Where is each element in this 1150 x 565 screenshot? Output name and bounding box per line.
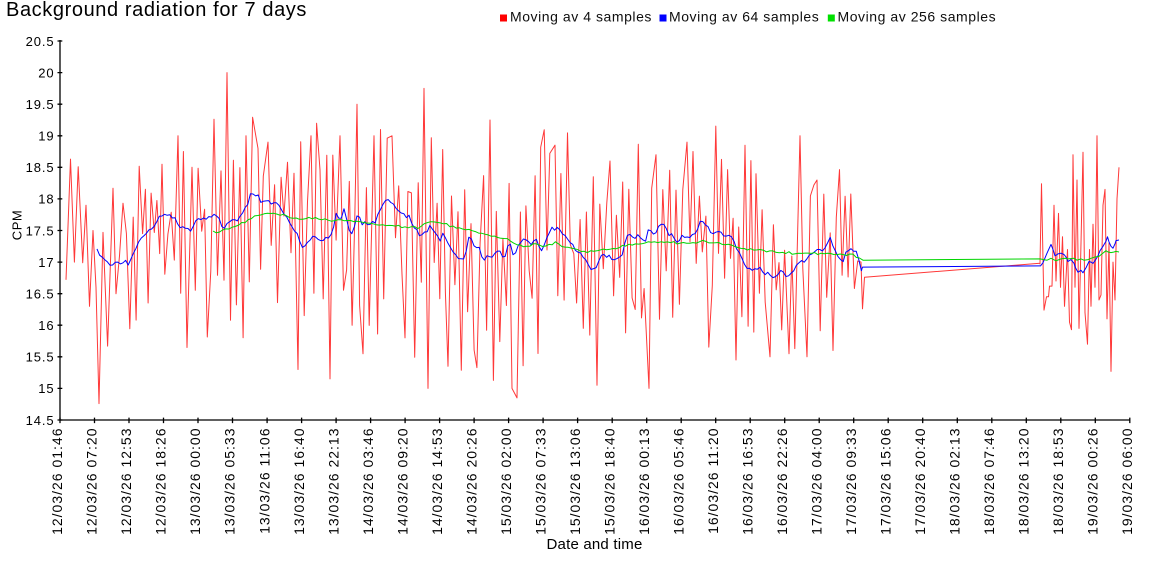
svg-text:17.5: 17.5 <box>26 223 55 238</box>
svg-text:12/03/26 01:46: 12/03/26 01:46 <box>49 428 65 535</box>
svg-text:14.5: 14.5 <box>26 413 55 428</box>
svg-text:15/03/26 18:40: 15/03/26 18:40 <box>601 428 617 535</box>
svg-text:14/03/26 14:53: 14/03/26 14:53 <box>429 428 445 535</box>
svg-text:17/03/26 15:06: 17/03/26 15:06 <box>877 428 893 535</box>
svg-text:16: 16 <box>38 318 54 333</box>
svg-text:13/03/26 22:13: 13/03/26 22:13 <box>325 428 341 535</box>
svg-text:13/03/26 05:33: 13/03/26 05:33 <box>222 428 238 535</box>
svg-text:17/03/26 20:40: 17/03/26 20:40 <box>912 428 928 535</box>
svg-text:CPM: CPM <box>9 210 24 240</box>
svg-text:18/03/26 02:13: 18/03/26 02:13 <box>947 428 963 535</box>
svg-text:16/03/26 00:13: 16/03/26 00:13 <box>636 428 652 535</box>
svg-text:18.5: 18.5 <box>26 160 55 175</box>
svg-text:18: 18 <box>38 192 54 207</box>
svg-text:16/03/26 22:26: 16/03/26 22:26 <box>774 428 790 535</box>
svg-text:17/03/26 04:00: 17/03/26 04:00 <box>808 428 824 535</box>
svg-text:16/03/26 11:20: 16/03/26 11:20 <box>705 428 721 534</box>
svg-text:12/03/26 18:26: 12/03/26 18:26 <box>153 428 169 535</box>
svg-text:14/03/26 20:26: 14/03/26 20:26 <box>463 428 479 535</box>
svg-text:18/03/26 13:20: 18/03/26 13:20 <box>1016 428 1032 535</box>
svg-text:Moving av 64 samples: Moving av 64 samples <box>669 9 819 25</box>
svg-text:16.5: 16.5 <box>26 287 55 302</box>
svg-text:Moving av 256 samples: Moving av 256 samples <box>838 9 997 25</box>
svg-text:12/03/26 07:20: 12/03/26 07:20 <box>84 428 100 535</box>
svg-text:20.5: 20.5 <box>26 34 55 49</box>
svg-text:20: 20 <box>38 65 54 80</box>
svg-text:19: 19 <box>38 129 54 144</box>
svg-text:15/03/26 02:00: 15/03/26 02:00 <box>498 428 514 535</box>
svg-text:13/03/26 11:06: 13/03/26 11:06 <box>256 428 272 534</box>
svg-text:13/03/26 16:40: 13/03/26 16:40 <box>291 428 307 535</box>
svg-text:12/03/26 12:53: 12/03/26 12:53 <box>118 428 134 535</box>
svg-text:15/03/26 07:33: 15/03/26 07:33 <box>532 428 548 535</box>
svg-text:19/03/26 00:26: 19/03/26 00:26 <box>1085 428 1101 535</box>
svg-text:19.5: 19.5 <box>26 97 55 112</box>
svg-text:18/03/26 07:46: 18/03/26 07:46 <box>981 428 997 535</box>
svg-text:17/03/26 09:33: 17/03/26 09:33 <box>843 428 859 535</box>
svg-text:Date and time: Date and time <box>547 536 643 553</box>
svg-text:Moving av 4 samples: Moving av 4 samples <box>510 9 652 25</box>
svg-text:15: 15 <box>38 381 54 396</box>
svg-text:Background radiation for 7 day: Background radiation for 7 days <box>6 0 307 21</box>
svg-text:15.5: 15.5 <box>26 350 55 365</box>
svg-text:13/03/26 00:00: 13/03/26 00:00 <box>187 428 203 535</box>
svg-text:14/03/26 09:20: 14/03/26 09:20 <box>394 428 410 535</box>
svg-text:16/03/26 16:53: 16/03/26 16:53 <box>739 428 755 535</box>
svg-text:14/03/26 03:46: 14/03/26 03:46 <box>360 428 376 535</box>
svg-text:18/03/26 18:53: 18/03/26 18:53 <box>1050 428 1066 535</box>
svg-text:19/03/26 06:00: 19/03/26 06:00 <box>1119 428 1135 535</box>
svg-text:15/03/26 13:06: 15/03/26 13:06 <box>567 428 583 535</box>
svg-text:16/03/26 05:46: 16/03/26 05:46 <box>670 428 686 535</box>
svg-text:17: 17 <box>38 255 54 270</box>
